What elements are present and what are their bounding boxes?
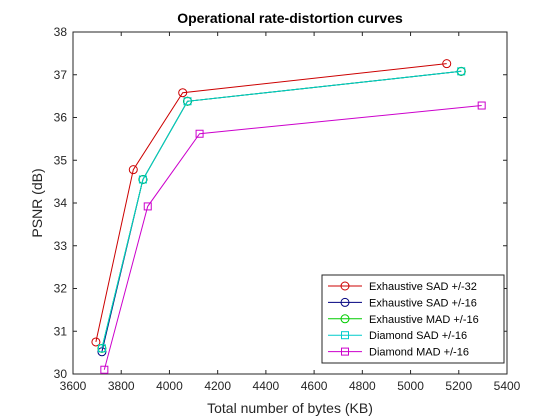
x-tick-label: 4400 <box>253 379 280 393</box>
legend-entry: Exhaustive SAD +/-16 <box>328 297 477 309</box>
x-tick-label: 4800 <box>349 379 376 393</box>
data-point-square <box>457 67 466 76</box>
x-tick-label: 4200 <box>204 379 231 393</box>
legend-label: Exhaustive SAD +/-32 <box>369 281 477 293</box>
y-tick-label: 36 <box>54 111 68 125</box>
data-point-square <box>195 129 204 138</box>
legend-label: Diamond SAD +/-16 <box>369 330 467 342</box>
data-point-circle <box>340 297 350 307</box>
y-tick-label: 34 <box>54 196 68 210</box>
series-0 <box>91 59 452 347</box>
data-point-square <box>341 347 349 356</box>
data-point-circle <box>340 314 350 324</box>
legend-label: Diamond MAD +/-16 <box>369 347 469 359</box>
data-point-circle <box>91 337 101 347</box>
legend: Exhaustive SAD +/-32 Exhaustive SAD +/-16… <box>321 274 505 364</box>
y-tick-label: 32 <box>54 282 68 296</box>
data-point-square <box>477 101 486 110</box>
data-point-square <box>183 97 192 106</box>
x-axis-title: Total number of bytes (KB) <box>207 400 373 416</box>
data-point-circle <box>340 281 350 291</box>
data-point-square <box>341 331 349 340</box>
data-point-square <box>138 175 147 184</box>
x-tick-label: 5200 <box>445 379 472 393</box>
legend-label: Exhaustive MAD +/-16 <box>369 314 479 326</box>
series-line <box>95 63 447 343</box>
data-point-circle <box>128 165 138 175</box>
series-line <box>103 105 482 370</box>
y-tick-label: 30 <box>54 367 68 381</box>
y-tick-label: 31 <box>54 324 68 338</box>
data-point-square <box>143 202 152 211</box>
legend-entry: Exhaustive MAD +/-16 <box>328 314 479 326</box>
y-tick-label: 38 <box>54 25 68 39</box>
x-tick-label: 3600 <box>60 379 87 393</box>
axis-ticks: 3600 3800 4000 4200 4400 4600 4800 5000 5200 5400… <box>54 25 521 393</box>
data-point-square <box>100 365 109 374</box>
y-axis-title: PSNR (dB) <box>29 168 45 237</box>
legend-label: Exhaustive SAD +/-16 <box>369 297 477 309</box>
data-point-square <box>97 344 106 353</box>
data-point-circle <box>178 88 188 98</box>
series-line <box>101 70 462 349</box>
y-tick-label: 33 <box>54 239 68 253</box>
x-tick-label: 4000 <box>156 379 183 393</box>
x-tick-label: 5400 <box>494 379 521 393</box>
legend-entry: Exhaustive SAD +/-32 <box>328 281 477 293</box>
y-tick-label: 35 <box>54 153 68 167</box>
x-tick-label: 3800 <box>108 379 135 393</box>
legend-entry: Diamond MAD +/-16 <box>328 347 469 359</box>
chart-title: Operational rate-distortion curves <box>177 10 403 26</box>
series-layer <box>91 59 486 374</box>
x-tick-label: 5000 <box>397 379 424 393</box>
x-tick-label: 4600 <box>301 379 328 393</box>
data-point-circle <box>442 59 452 69</box>
series-4 <box>100 101 486 374</box>
legend-entry: Diamond SAD +/-16 <box>328 330 467 342</box>
y-tick-label: 37 <box>54 68 68 82</box>
series-3 <box>97 67 466 353</box>
